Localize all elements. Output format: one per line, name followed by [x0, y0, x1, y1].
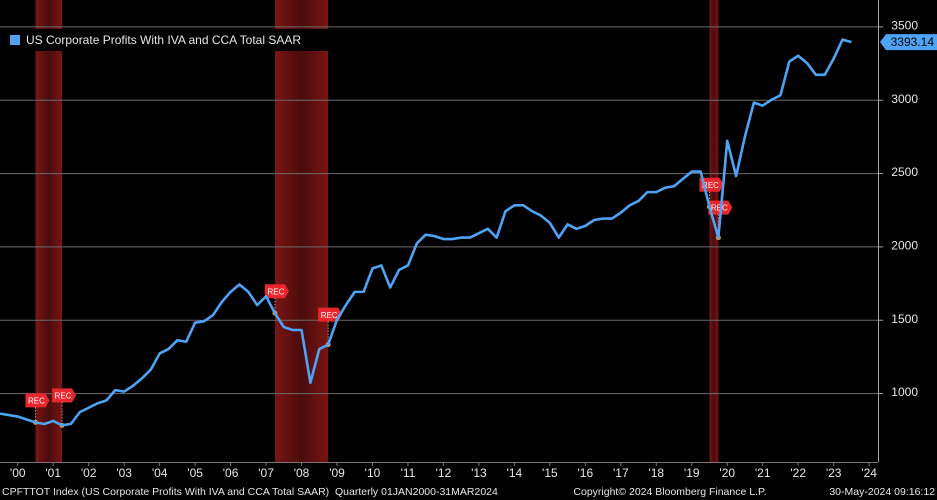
recession-flag — [52, 388, 77, 403]
x-tick-label: '13 — [471, 466, 487, 480]
legend-box — [4, 29, 334, 51]
x-tick-label: '06 — [223, 466, 239, 480]
x-tick-label: '00 — [10, 466, 26, 480]
x-tick-label: '05 — [187, 466, 203, 480]
footer-right: 30-May-2024 09:16:12 — [829, 486, 935, 498]
x-tick-label: '01 — [45, 466, 61, 480]
x-tick-label: '07 — [258, 466, 274, 480]
recession-band — [709, 0, 719, 462]
x-tick-label: '20 — [719, 466, 735, 480]
recession-label: REC — [702, 181, 719, 190]
footer-left: CPFTTOT Index (US Corporate Profits With… — [2, 486, 498, 498]
series-line — [0, 38, 852, 427]
recession-label: REC — [267, 287, 284, 296]
recession-label: REC — [321, 311, 338, 320]
x-tick-label: '09 — [329, 466, 345, 480]
x-tick-label: '16 — [578, 466, 594, 480]
y-tick-label: 2500 — [891, 165, 918, 179]
recession-label: REC — [55, 391, 72, 400]
y-tick-label: 1000 — [891, 385, 918, 399]
x-tick-label: '15 — [542, 466, 558, 480]
recession-label: REC — [28, 397, 45, 406]
recession-label: REC — [711, 204, 728, 213]
x-tick-label: '23 — [826, 466, 842, 480]
grid — [0, 26, 878, 395]
y-tick-label: 1500 — [891, 312, 918, 326]
legend: US Corporate Profits With IVA and CCA To… — [4, 29, 334, 51]
recession-flag — [264, 284, 289, 299]
x-tick-label: '17 — [613, 466, 629, 480]
last-value-box — [880, 34, 937, 51]
recession-band — [35, 0, 63, 462]
legend-label: US Corporate Profits With IVA and CCA To… — [26, 33, 301, 47]
x-tick-label: '19 — [684, 466, 700, 480]
x-tick-label: '22 — [790, 466, 806, 480]
x-tick-label: '04 — [152, 466, 168, 480]
y-tick-label: 3000 — [891, 92, 918, 106]
footer-center: Copyright© 2024 Bloomberg Finance L.P. — [573, 486, 766, 498]
plot: REC REC REC REC REC REC — [0, 38, 852, 428]
recession-flag — [25, 393, 50, 408]
x-tick-label: '08 — [294, 466, 310, 480]
x-tick-label: '10 — [365, 466, 381, 480]
x-tick-label: '02 — [81, 466, 97, 480]
y-tick-label: 3500 — [891, 19, 918, 33]
y-tick-label: 2000 — [891, 239, 918, 253]
x-tick-label: '24 — [861, 466, 877, 480]
x-tick-label: '11 — [401, 466, 416, 480]
recession-flag — [318, 307, 343, 322]
x-tick-label: '21 — [755, 466, 771, 480]
last-value-label: 3393.14 — [891, 35, 935, 49]
legend-swatch — [10, 35, 20, 45]
x-tick-label: '12 — [436, 466, 452, 480]
axes: 1000 1500 2000 2500 3000 3500 '00 '01 '02 '03 '04 '… — [10, 19, 937, 480]
recession-band — [274, 0, 329, 462]
recession-bands — [35, 0, 719, 462]
x-tick-label: '14 — [507, 466, 523, 480]
x-tick-label: '18 — [648, 466, 664, 480]
x-tick-label: '03 — [116, 466, 132, 480]
